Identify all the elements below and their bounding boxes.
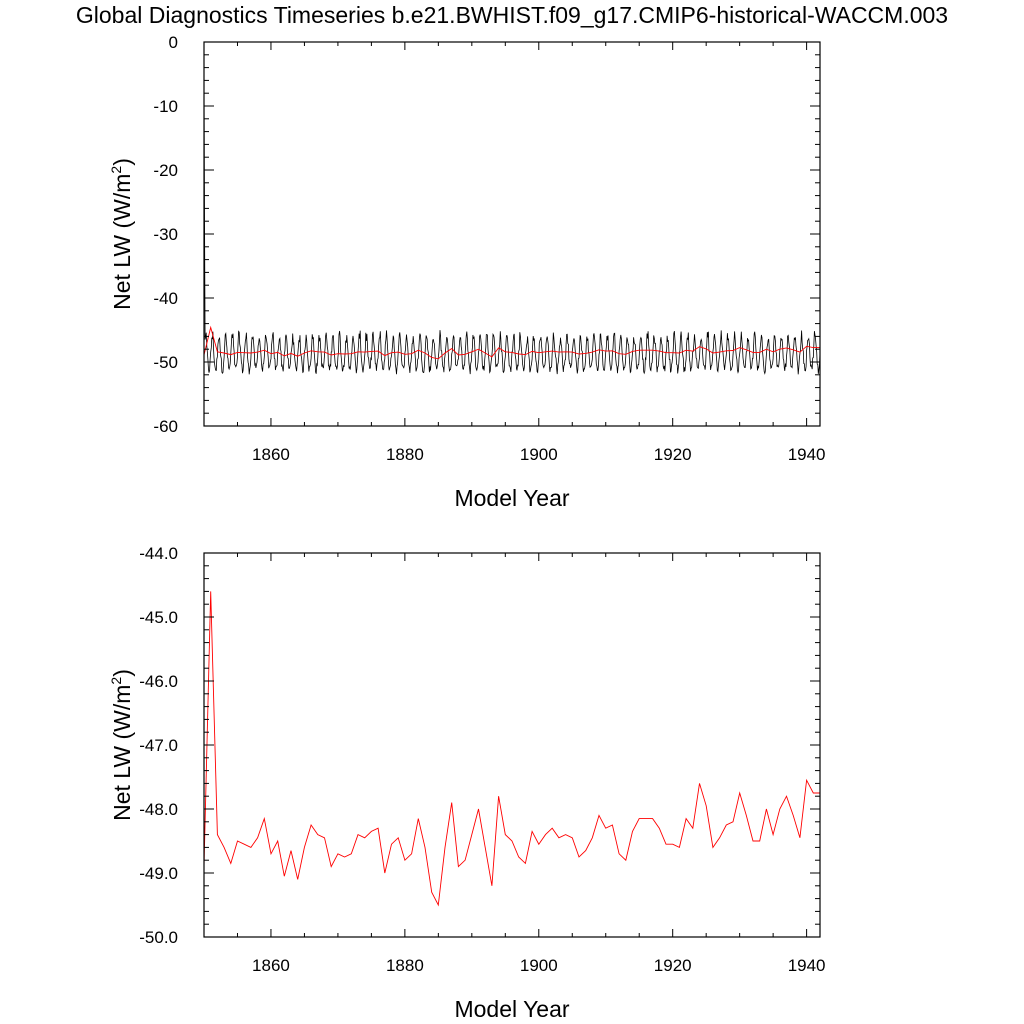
- y-axis-title: Net LW (W/m2): [108, 158, 135, 310]
- x-tick-label: 1920: [654, 445, 692, 464]
- y-tick-label: -60: [153, 417, 178, 436]
- x-tick-label: 1860: [252, 445, 290, 464]
- y-tick-label: -50: [153, 353, 178, 372]
- y-tick-label: -20: [153, 161, 178, 180]
- x-tick-label: 1900: [520, 956, 558, 975]
- series-annual-line: [203, 591, 820, 907]
- y-tick-label: 0: [169, 33, 178, 52]
- series-monthly-line: [203, 73, 821, 375]
- x-axis-title: Model Year: [454, 485, 569, 511]
- x-tick-label: 1900: [520, 445, 558, 464]
- y-axis-title: Net LW (W/m2): [108, 669, 135, 821]
- y-tick-label: -44.0: [139, 544, 178, 563]
- x-tick-label: 1880: [386, 445, 424, 464]
- plot-frame: [203, 552, 821, 938]
- x-tick-label: 1940: [788, 445, 826, 464]
- chart-title: Global Diagnostics Timeseries b.e21.BWHI…: [75, 2, 949, 28]
- y-tick-label: -47.0: [139, 736, 178, 755]
- x-tick-label: 1940: [788, 956, 826, 975]
- top-panel: 1860 1880 1900 1920 1940 0 -10 -20 -30 -40 -50 -60 M…: [108, 33, 826, 511]
- y-tick-label: -10: [153, 97, 178, 116]
- y-tick-label: -30: [153, 225, 178, 244]
- y-tick-label: -46.0: [139, 672, 178, 691]
- y-tick-label: -48.0: [139, 800, 178, 819]
- x-tick-label: 1860: [252, 956, 290, 975]
- bottom-panel: 1860 1880 1900 1920 1940 -44.0 -45.0 -46.0 -47.0…: [108, 544, 826, 1022]
- x-axis-title: Model Year: [454, 996, 569, 1022]
- y-tick-label: -49.0: [139, 864, 178, 883]
- y-tick-label: -50.0: [139, 928, 178, 947]
- y-tick-label: -40: [153, 289, 178, 308]
- series-annual-line: [203, 325, 820, 360]
- x-tick-label: 1920: [654, 956, 692, 975]
- x-tick-label: 1880: [386, 956, 424, 975]
- y-tick-label: -45.0: [139, 608, 178, 627]
